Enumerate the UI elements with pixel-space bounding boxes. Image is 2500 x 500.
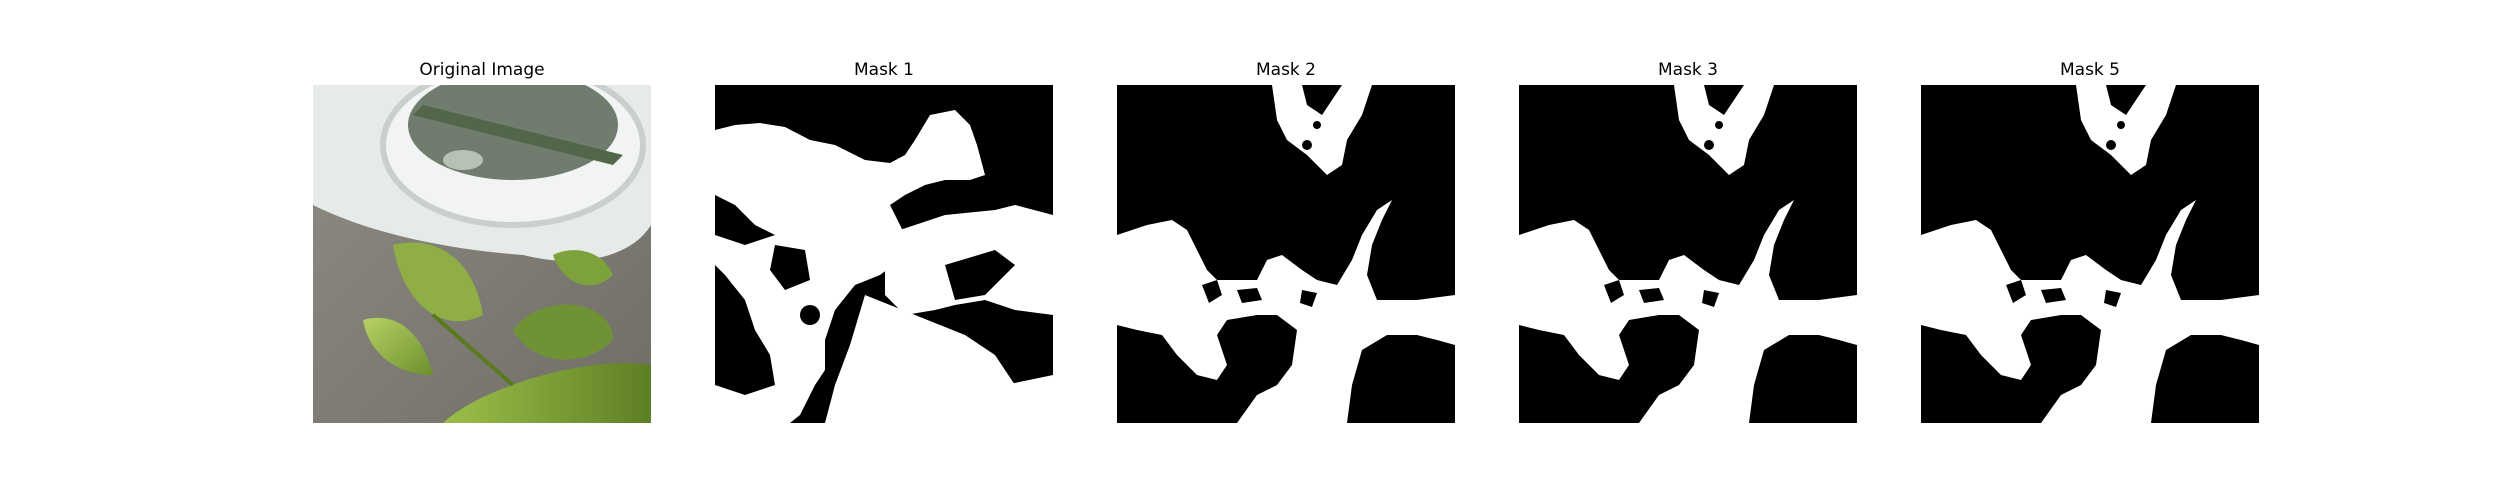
original-image [313,85,651,423]
mask-2-svg [1117,85,1455,423]
mask-1-image [715,85,1053,423]
panel-title: Mask 5 [2059,60,2120,80]
panel-title: Original Image [419,60,545,80]
mask-3-image [1519,85,1857,423]
panel-title: Mask 2 [1255,60,1316,80]
panel-title: Mask 1 [853,60,914,80]
panel-title: Mask 3 [1657,60,1718,80]
mask-5-image [1921,85,2259,423]
mask-2-image [1117,85,1455,423]
mask-3-svg [1519,85,1857,423]
original-photo-svg [313,85,651,423]
mask-1-svg [715,85,1053,423]
mask-5-svg [1921,85,2259,423]
